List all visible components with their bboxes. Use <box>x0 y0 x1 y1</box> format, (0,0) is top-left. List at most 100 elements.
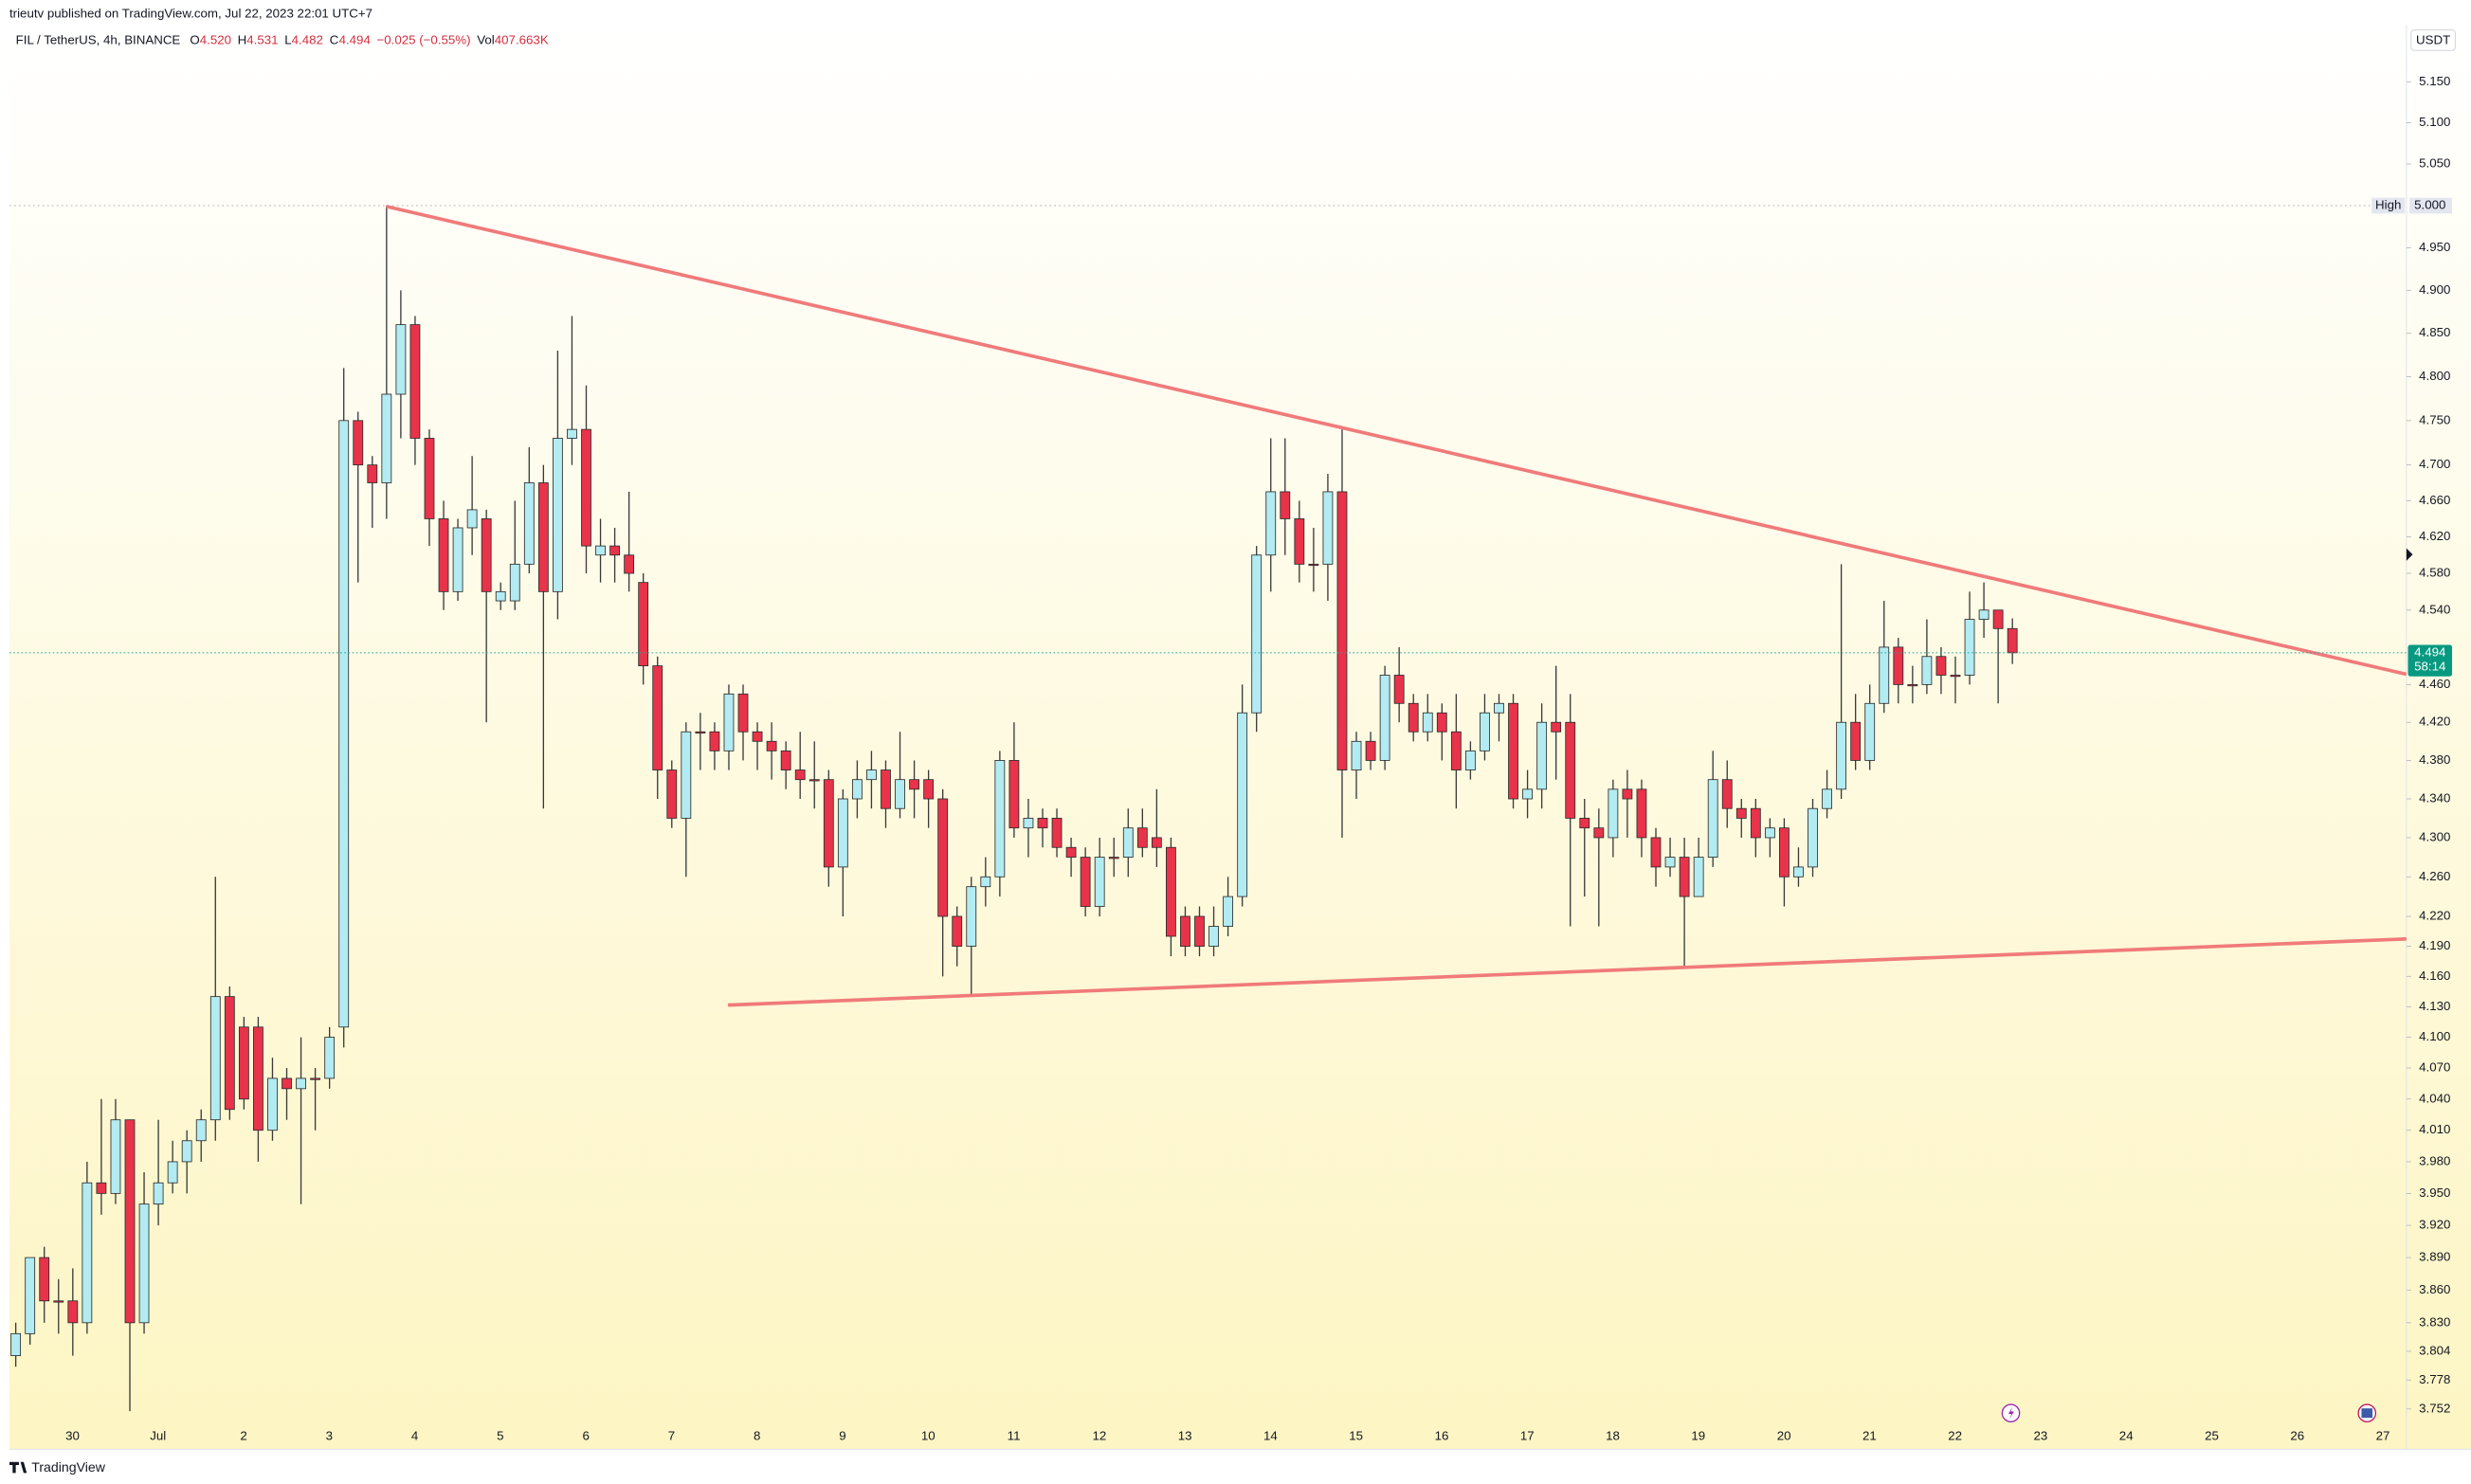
candle-body <box>1679 857 1690 897</box>
high-label: High <box>2375 198 2401 212</box>
x-tick-label: 15 <box>1349 1429 1363 1443</box>
candle-body <box>267 1077 278 1131</box>
candle-body <box>53 1300 64 1303</box>
candle-body <box>1636 788 1647 839</box>
candle-body <box>1294 518 1305 565</box>
candle-body <box>1879 646 1890 704</box>
candle-body <box>837 798 848 868</box>
candle-body <box>1379 675 1390 761</box>
candle-body <box>1494 702 1504 714</box>
y-tick-label: 3.890 <box>2419 1250 2450 1264</box>
legend-label: O <box>190 33 199 47</box>
y-tick-label: 4.700 <box>2419 457 2450 471</box>
candle-body <box>681 731 692 819</box>
ohlc-legend: O 4.520 H 4.531 L 4.482 C 4.494 −0.025 (−0.55%) V… <box>190 33 548 47</box>
y-tick-label: 4.260 <box>2419 869 2450 883</box>
candle-body <box>353 420 364 466</box>
high-value: 5.000 <box>2414 198 2445 212</box>
x-tick-label: 21 <box>1862 1429 1877 1443</box>
x-tick-label: 13 <box>1178 1429 1192 1443</box>
flag-icon-fill <box>2361 1408 2373 1419</box>
candle-body <box>181 1140 192 1163</box>
y-tick-label: 5.050 <box>2419 156 2450 171</box>
plot-background <box>9 25 2407 1450</box>
x-tick-label: 23 <box>2034 1429 2048 1443</box>
candle-body <box>1964 619 1975 676</box>
y-tick-label: 4.750 <box>2419 412 2450 426</box>
y-tick-label: 5.100 <box>2419 115 2450 129</box>
x-tick-label: 6 <box>582 1429 589 1443</box>
candle-body <box>1336 491 1348 770</box>
candle-body <box>153 1182 164 1205</box>
y-tick-label: 4.100 <box>2419 1029 2450 1043</box>
y-tick-label: 4.220 <box>2419 909 2450 923</box>
candle-body <box>1080 857 1091 907</box>
candle-body <box>67 1300 79 1324</box>
candle-body <box>895 779 905 809</box>
candle-body <box>195 1119 207 1142</box>
footer-logo: TradingView <box>9 1459 106 1475</box>
candle-body <box>666 769 678 819</box>
candle-body <box>581 428 591 547</box>
x-tick-label: 30 <box>65 1429 80 1443</box>
y-tick-label: 4.380 <box>2419 752 2450 767</box>
y-tick-label: 4.160 <box>2419 968 2450 983</box>
legend-label: H <box>238 33 247 47</box>
candle-body <box>1108 857 1119 860</box>
x-tick-label: 3 <box>326 1429 333 1443</box>
candle-body <box>866 769 877 781</box>
scroll-arrow[interactable] <box>2406 548 2413 561</box>
candle-body <box>1808 807 1818 868</box>
candle-body <box>296 1077 306 1090</box>
legend-value: 407.663K <box>495 33 549 47</box>
published-note: trieutv published on TradingView.com, Ju… <box>9 6 372 20</box>
candle-body <box>253 1026 263 1131</box>
x-tick-label: 25 <box>2205 1429 2219 1443</box>
y-tick-label: 4.660 <box>2419 493 2450 507</box>
candle-body <box>1408 702 1419 733</box>
symbol: FIL / TetherUS, 4h, BINANCE <box>16 33 181 47</box>
candle-body <box>1151 837 1162 848</box>
currency[interactable]: USDT <box>2416 33 2450 47</box>
candle-body <box>1251 554 1263 714</box>
candle-body <box>1094 857 1105 907</box>
candle-body <box>1864 702 1876 761</box>
candle-body <box>1480 712 1490 751</box>
candle-body <box>238 1026 249 1100</box>
y-tick-label: 4.950 <box>2419 240 2450 254</box>
candle-body <box>1950 675 1961 678</box>
x-tick-label: 2 <box>240 1429 246 1443</box>
candle-body <box>1208 926 1219 947</box>
y-tick-label: 3.830 <box>2419 1314 2450 1329</box>
y-tick-label: 4.540 <box>2419 602 2450 616</box>
candle-body <box>466 509 478 529</box>
candle-body <box>1365 740 1376 761</box>
candle-body <box>1450 731 1462 770</box>
x-tick-label: 11 <box>1008 1429 1021 1443</box>
upper-trendline <box>385 204 2407 677</box>
candle-body <box>1579 818 1590 829</box>
candle-body <box>481 518 492 592</box>
candle-body <box>395 324 407 395</box>
y-tick-label: 4.620 <box>2419 529 2450 543</box>
candle-body <box>809 779 820 782</box>
candle-body <box>1793 866 1804 878</box>
candle-body <box>1536 721 1548 790</box>
currency-box[interactable] <box>2410 29 2456 51</box>
candle-body <box>609 545 620 556</box>
candle-body <box>209 996 221 1121</box>
legend-value: −0.025 (−0.55%) <box>377 33 471 47</box>
candle-body <box>1180 915 1190 947</box>
candle-body <box>1593 827 1605 839</box>
legend-label: C <box>330 33 339 47</box>
candle-body <box>1779 827 1790 878</box>
candle-body <box>381 393 392 483</box>
candle-body <box>1436 712 1447 733</box>
candle-body <box>553 438 563 592</box>
candle-body <box>1023 818 1034 829</box>
x-tick-label: 17 <box>1520 1429 1535 1443</box>
x-tick-label: 16 <box>1435 1429 1449 1443</box>
price-label-box <box>2407 644 2453 677</box>
candle-body <box>1051 818 1063 848</box>
